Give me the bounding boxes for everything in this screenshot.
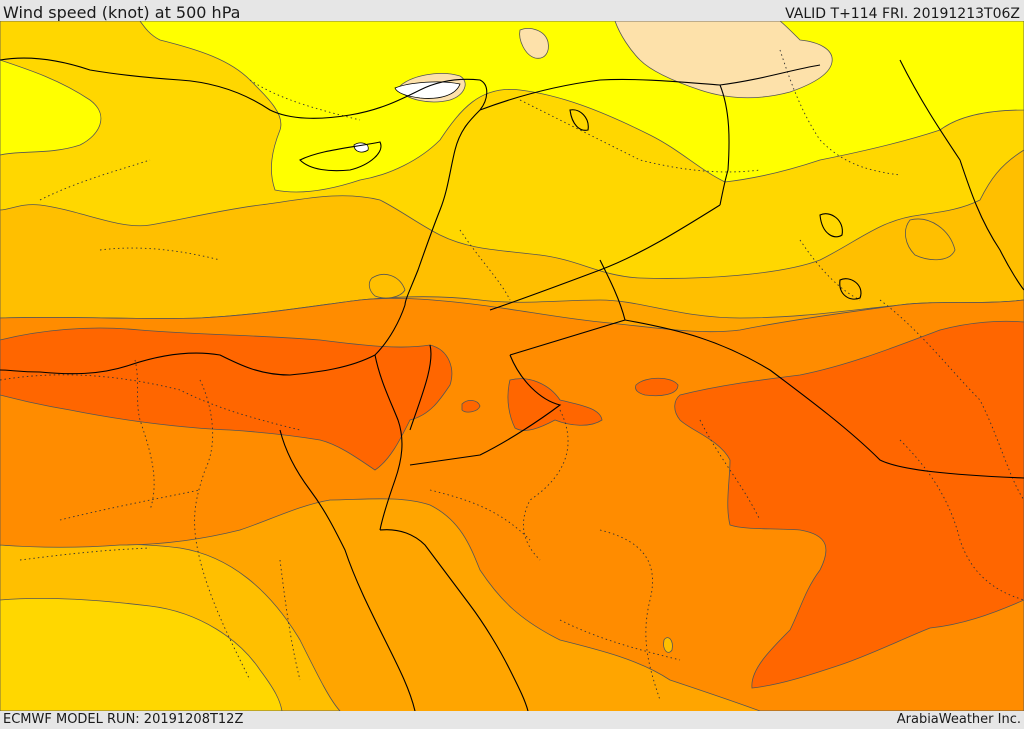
band-yellow-orange-east-blob xyxy=(905,218,956,261)
coastlines-borders xyxy=(0,57,1024,711)
band-light-yellow-west xyxy=(0,59,102,156)
band-dark-orange-east xyxy=(674,320,1024,689)
wind-speed-map xyxy=(0,21,1024,711)
band-very-light-small xyxy=(519,28,549,59)
valid-time: VALID T+114 FRI. 20191213T06Z xyxy=(785,6,1020,22)
map-canvas xyxy=(0,21,1024,711)
model-run: ECMWF MODEL RUN: 20191208T12Z xyxy=(3,712,244,727)
dotted-boundaries xyxy=(0,49,1024,701)
band-dark-orange-small2 xyxy=(461,400,481,413)
map-title: Wind speed (knot) at 500 hPa xyxy=(3,3,241,22)
band-dark-orange-west xyxy=(0,327,453,471)
footer-bar: ECMWF MODEL RUN: 20191208T12Z ArabiaWeat… xyxy=(0,711,1024,729)
band-spot-east xyxy=(663,637,673,653)
band-yellow-orange-mid xyxy=(368,274,406,299)
band-yellow-south xyxy=(0,598,283,711)
band-dark-orange-jordan xyxy=(507,378,603,431)
header-bar: Wind speed (knot) at 500 hPa VALID T+114… xyxy=(0,0,1024,22)
credit-text: ArabiaWeather Inc. xyxy=(896,712,1021,727)
band-very-light-northeast xyxy=(614,21,833,99)
band-dark-orange-small1 xyxy=(635,377,679,397)
